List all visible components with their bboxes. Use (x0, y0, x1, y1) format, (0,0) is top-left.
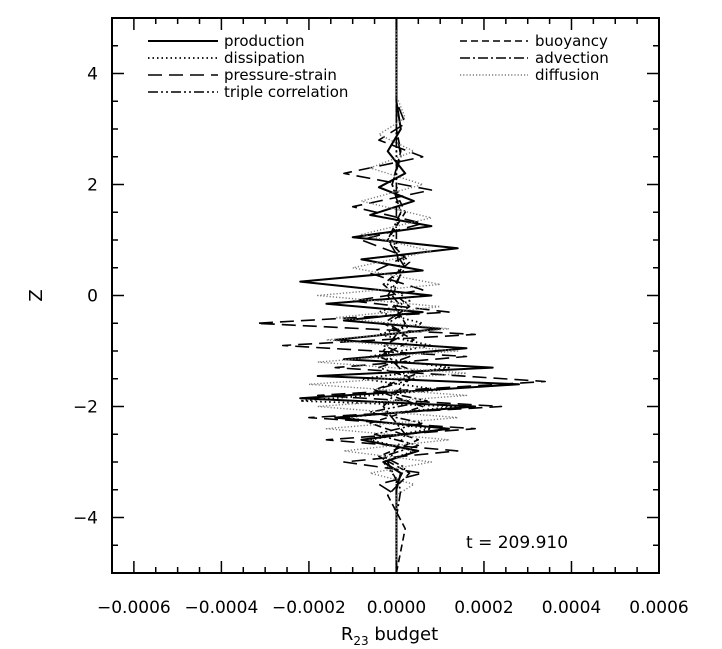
legend-label-diffusion: diffusion (535, 66, 599, 84)
x-tick-label: 0.0006 (629, 598, 688, 618)
legend-label-dissipation: dissipation (224, 49, 305, 67)
y-tick-label: 0 (87, 287, 98, 307)
x-tick-label: −0.0006 (97, 598, 171, 618)
series-line-pressure-strain (255, 18, 546, 573)
legend: productiondissipationpressure-straintrip… (148, 32, 609, 101)
legend-label-production: production (224, 32, 305, 50)
x-tick-label: −0.0004 (185, 598, 259, 618)
legend-label-buoyancy: buoyancy (535, 32, 608, 50)
series-line-diffusion (308, 18, 468, 573)
legend-label-pressure-strain: pressure-strain (224, 66, 337, 84)
series-line-triple-correlation (369, 18, 428, 573)
series-line-production (299, 18, 520, 573)
x-tick-label: 0.0000 (367, 598, 426, 618)
x-axis-title: R23 budget (341, 624, 438, 648)
series-line-advection (382, 18, 411, 573)
x-axis-title-suffix: budget (369, 624, 439, 645)
time-annotation: t = 209.910 (466, 533, 568, 553)
x-tick-label: 0.0004 (542, 598, 601, 618)
series-layer (255, 18, 546, 574)
series-line-dissipation (299, 18, 459, 573)
y-tick-label: −4 (73, 509, 98, 529)
series-line-buoyancy (369, 18, 424, 574)
legend-label-triple-correlation: triple correlation (224, 83, 348, 101)
legend-label-advection: advection (535, 49, 609, 67)
x-axis-title-main: R (341, 624, 354, 645)
x-axis-title-subscript: 23 (353, 634, 368, 648)
y-axis-title: Z (26, 289, 47, 301)
y-tick-label: 2 (87, 176, 98, 196)
x-tick-label: 0.0002 (454, 598, 513, 618)
y-tick-label: −2 (73, 398, 98, 418)
y-tick-label: 4 (87, 65, 98, 85)
tick-layer: −0.0006 −0.0004 −0.0002 0.0000 0.0002 0.0004 0… (73, 17, 689, 618)
x-tick-label: −0.0002 (272, 598, 346, 618)
